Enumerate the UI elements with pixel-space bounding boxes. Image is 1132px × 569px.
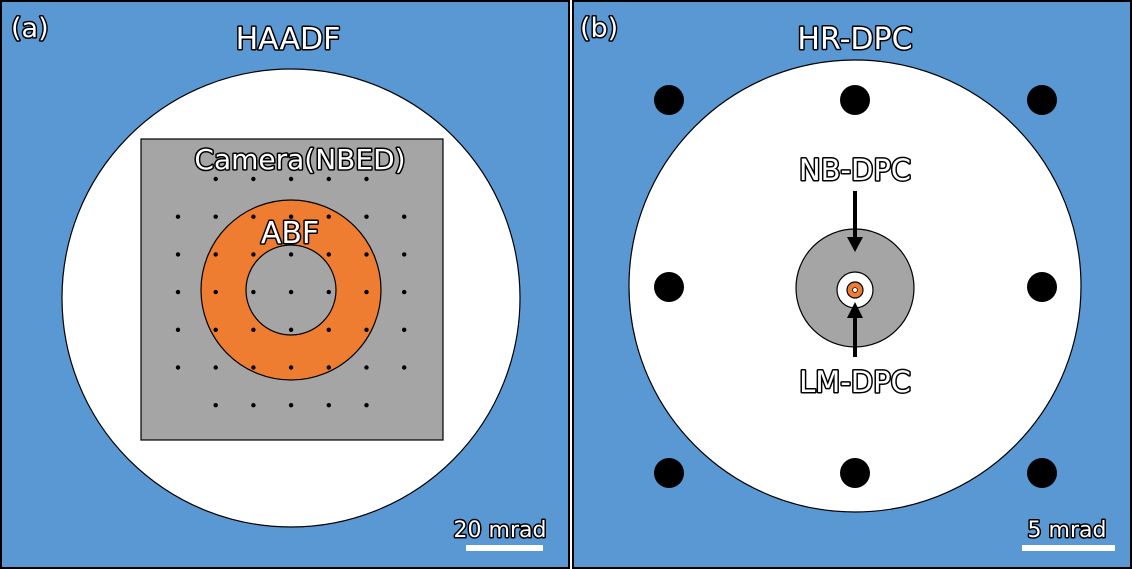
outer-detector-dot [1027,272,1057,302]
nbed-dot [288,289,294,295]
outer-detector-dot [840,85,870,115]
nbed-dot [251,214,256,219]
nbed-dot [175,327,181,332]
nbed-dot [364,176,369,182]
nbed-dot [288,214,294,219]
nbed-dot [288,365,294,370]
nbed-dot [213,176,218,182]
nb-dpc-label: NB-DPC [799,153,911,187]
nbed-dot [326,176,331,182]
nbed-dot [213,327,218,332]
outer-detector-dot [654,272,684,302]
panel-a: (a) HAADF Camera(NBED) ABF 20 mrad [0,0,570,569]
nbed-dot [213,365,218,370]
camera-nbed-area [140,138,444,441]
nbed-dot [402,289,407,295]
nbed-dot [251,327,256,332]
nbed-dot [364,365,369,370]
panel-b-scalebar-label: 5 mrad [1028,518,1107,543]
nbed-dot [326,403,331,408]
nbed-dot [326,252,331,257]
nbed-dot [326,365,331,370]
nbed-dot [288,176,294,182]
outer-detector-dot [840,458,870,488]
panel-a-scalebar-label: 20 mrad [454,518,547,543]
camera-nbed-label: Camera(NBED) [194,143,405,176]
panel-b-title: HR-DPC [797,22,912,57]
nbed-dot [364,327,369,332]
nbed-dot [251,252,256,257]
lm-dpc-arrowhead [847,302,863,318]
nb-dpc-arrowhead [847,237,863,252]
outer-detector-dot [654,458,684,488]
nbed-dot [213,289,218,295]
nbed-dot [251,365,256,370]
nbed-dot [402,365,407,370]
nbed-dot [364,214,369,219]
nbed-dot [402,327,407,332]
nbed-dot [326,327,331,332]
nbed-dot [213,252,218,257]
nbed-dot-grid [175,176,407,408]
outer-detector-segments [654,85,1057,488]
outer-detector-dot [1027,85,1057,115]
nbed-dot [251,403,256,408]
abf-annular-detector [200,199,382,381]
nbed-dot [251,176,256,182]
nbed-dot [175,365,181,370]
outer-detector-dot [1027,458,1057,488]
nbed-dot [213,403,218,408]
nbed-dot [402,252,407,257]
outer-detector-dot [654,85,684,115]
nbed-dot [364,289,369,295]
panel-b-scalebar [1022,545,1115,551]
panel-a-title: HAADF [236,22,341,57]
nbed-dot [326,289,331,295]
lm-dpc-label: LM-DPC [799,365,911,399]
nbed-dot [288,403,294,408]
nbed-dot [326,214,331,219]
nbed-dot [364,252,369,257]
nbed-dot [364,403,369,408]
abf-label: ABF [261,216,319,251]
nbed-dot [175,252,181,257]
nbed-dot [213,214,218,219]
panel-a-letter: (a) [11,13,49,44]
nbed-dot [175,214,181,219]
nbed-dot [288,327,294,332]
panel-a-scalebar [466,545,543,551]
nbed-dot [402,214,407,219]
lm-dpc-center [852,287,858,293]
nbed-dot [288,252,294,257]
panel-b: (b) HR-DPC NB-DPC LM-DPC 5 mrad [572,0,1132,569]
nbed-dot [251,289,256,295]
panel-b-letter: (b) [580,13,618,44]
nbed-dot [175,289,181,295]
